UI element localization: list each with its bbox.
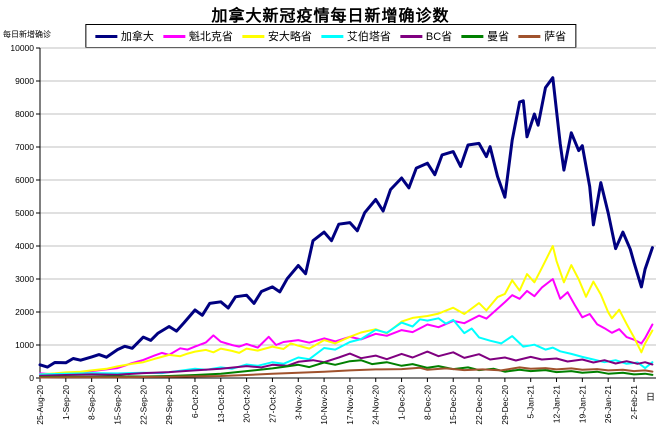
y-tick-label: 5000	[15, 208, 34, 218]
x-tick-label: 3-Nov-20	[293, 385, 303, 420]
series-line-魁北克省	[39, 278, 654, 376]
series-line-艾伯塔省	[39, 317, 654, 376]
legend-swatch-icon	[162, 34, 185, 38]
x-tick-label: 6-Oct-20	[190, 385, 200, 418]
x-tick-label: 2-Feb-21	[629, 385, 639, 420]
x-tick-label: 5-Jan-21	[526, 385, 536, 419]
x-tick-label: 20-Oct-20	[242, 385, 252, 423]
legend-item-魁北克省: 魁北克省	[162, 28, 233, 44]
x-tick-label: 13-Oct-20	[216, 385, 226, 423]
x-tick-label: 24-Nov-20	[371, 385, 381, 425]
legend-item-label: 加拿大	[120, 31, 154, 43]
legend-item-加拿大: 加拿大	[94, 28, 154, 44]
legend-item-曼省: 曼省	[461, 28, 509, 44]
legend: 加拿大 魁北克省 安大略省 艾伯塔省 BC省 曼省 萨省	[84, 24, 577, 48]
x-tick-label: 15-Sep-20	[112, 385, 122, 425]
legend-item-label: 安大略省	[267, 31, 312, 43]
legend-item-艾伯塔省: 艾伯塔省	[320, 28, 391, 44]
legend-item-label: 魁北克省	[188, 31, 233, 43]
y-tick-label: 1000	[15, 340, 34, 350]
x-tick-label: 22-Sep-20	[138, 385, 148, 425]
y-tick-label: 8000	[15, 109, 34, 119]
legend-item-label: 艾伯塔省	[346, 31, 391, 43]
x-tick-label: 29-Dec-20	[500, 385, 510, 425]
y-axis-title: 每日新增确诊	[3, 30, 51, 39]
y-tick-label: 2000	[15, 307, 34, 317]
y-tick-label: 7000	[15, 142, 34, 152]
legend-swatch-icon	[518, 34, 541, 38]
series-line-萨省	[39, 366, 654, 379]
x-tick-label: 27-Oct-20	[267, 385, 277, 423]
y-tick-label: 4000	[15, 241, 34, 251]
x-tick-label: 1-Sep-20	[61, 385, 71, 420]
series-line-曼省	[39, 359, 654, 378]
legend-item-label: BC省	[425, 31, 453, 43]
x-tick-label: 1-Dec-20	[397, 385, 407, 420]
legend-item-label: 萨省	[544, 31, 567, 43]
series-line-加拿大	[38, 76, 654, 369]
x-tick-label: 15-Dec-20	[448, 385, 458, 425]
y-tick-label: 6000	[15, 175, 34, 185]
x-tick-label: 29-Sep-20	[164, 385, 174, 425]
x-tick-label: 22-Dec-20	[474, 385, 484, 425]
legend-swatch-icon	[399, 34, 422, 38]
x-tick-label: 10-Nov-20	[319, 385, 329, 425]
legend-swatch-icon	[241, 34, 264, 38]
legend-swatch-icon	[320, 34, 343, 38]
legend-swatch-icon	[94, 34, 117, 38]
chart-title: 加拿大新冠疫情每日新增确诊数	[211, 8, 450, 25]
x-tick-label: 19-Jan-21	[577, 385, 587, 424]
x-tick-label: 17-Nov-20	[345, 385, 355, 425]
legend-item-label: 曼省	[487, 31, 510, 43]
legend-item-安大略省: 安大略省	[241, 28, 312, 44]
x-tick-label: 12-Jan-21	[552, 385, 562, 424]
y-tick-label: 10000	[10, 43, 34, 53]
legend-item-萨省: 萨省	[518, 28, 566, 44]
x-tick-label: 8-Sep-20	[87, 385, 97, 420]
x-tick-label: 8-Dec-20	[422, 385, 432, 420]
legend-swatch-icon	[461, 34, 484, 38]
y-tick-label: 0	[29, 373, 34, 383]
x-tick-label: 25-Aug-20	[35, 385, 45, 425]
y-tick-label: 3000	[15, 274, 34, 284]
series-line-BC省	[39, 350, 654, 377]
legend-item-BC省: BC省	[399, 28, 453, 44]
y-tick-label: 9000	[15, 76, 34, 86]
x-tick-label: 26-Jan-21	[603, 385, 613, 424]
x-axis-title: 日	[646, 392, 655, 402]
